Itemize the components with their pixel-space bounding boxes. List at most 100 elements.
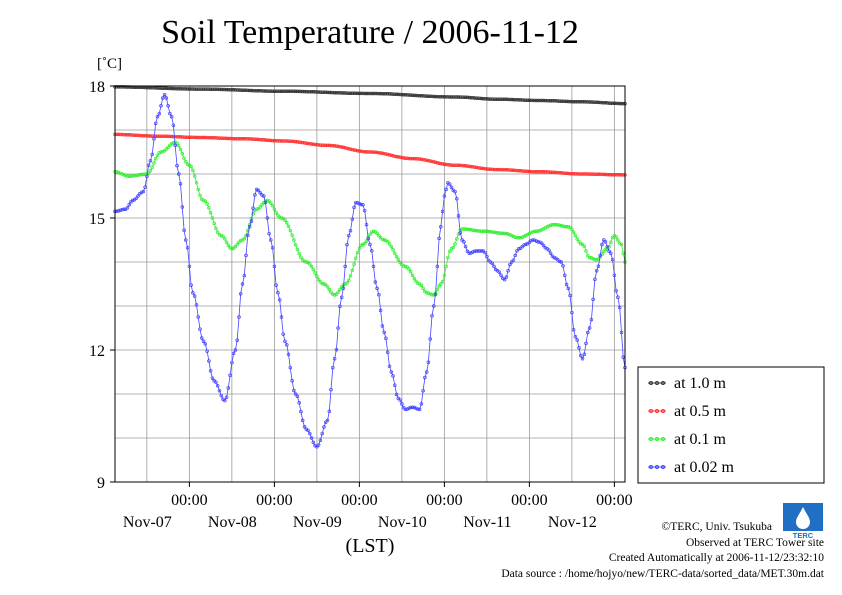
data-point bbox=[306, 428, 310, 433]
data-point bbox=[506, 269, 510, 273]
data-point bbox=[355, 91, 360, 96]
data-point bbox=[439, 225, 443, 229]
data-point bbox=[490, 167, 494, 172]
data-point bbox=[614, 235, 618, 239]
data-point bbox=[249, 88, 254, 93]
x-tick-date-label: Nov-10 bbox=[378, 514, 427, 531]
data-point bbox=[531, 230, 535, 234]
legend-swatch-dot bbox=[655, 409, 659, 413]
data-point bbox=[598, 100, 602, 105]
data-point bbox=[380, 151, 385, 156]
data-point bbox=[522, 169, 526, 173]
data-point bbox=[421, 157, 425, 162]
data-point bbox=[617, 305, 622, 310]
data-point bbox=[364, 150, 369, 154]
data-point bbox=[364, 91, 369, 96]
data-point bbox=[493, 97, 498, 101]
data-point bbox=[171, 123, 176, 127]
data-point bbox=[563, 273, 567, 277]
data-point bbox=[196, 87, 200, 91]
legend-label: at 0.5 m bbox=[674, 403, 727, 420]
data-point bbox=[219, 136, 224, 140]
data-point bbox=[130, 174, 135, 178]
data-point bbox=[619, 330, 624, 335]
data-point bbox=[554, 99, 558, 103]
series-line bbox=[115, 86, 625, 104]
data-point bbox=[400, 155, 404, 160]
data-point bbox=[254, 137, 259, 142]
data-point bbox=[334, 292, 339, 297]
data-point bbox=[157, 151, 162, 155]
legend: at 1.0 m at 0.5 m at 0.1 m at 0.02 m bbox=[637, 366, 825, 484]
data-point bbox=[430, 292, 434, 297]
data-point bbox=[428, 159, 432, 163]
data-point bbox=[396, 92, 401, 97]
data-point bbox=[561, 99, 565, 104]
data-point bbox=[577, 346, 581, 350]
data-point bbox=[194, 303, 199, 307]
data-point bbox=[352, 262, 356, 266]
data-point bbox=[451, 163, 455, 167]
data-point bbox=[476, 96, 480, 100]
data-point bbox=[230, 247, 234, 251]
data-point bbox=[525, 98, 530, 103]
data-point bbox=[455, 237, 459, 241]
data-point bbox=[571, 230, 576, 234]
data-point bbox=[515, 98, 519, 102]
data-point bbox=[391, 248, 395, 252]
data-point bbox=[359, 149, 363, 154]
data-point bbox=[462, 163, 466, 168]
data-point bbox=[315, 143, 319, 147]
data-point bbox=[159, 86, 163, 90]
data-point bbox=[313, 142, 317, 147]
data-point bbox=[251, 211, 255, 216]
data-point bbox=[214, 380, 218, 384]
data-point bbox=[435, 264, 440, 269]
data-point bbox=[568, 293, 572, 298]
data-point bbox=[242, 273, 247, 278]
legend-swatch-dot bbox=[649, 381, 653, 385]
data-point bbox=[566, 225, 571, 229]
data-point bbox=[609, 251, 613, 255]
data-point bbox=[371, 229, 376, 233]
data-point bbox=[617, 173, 622, 177]
data-point bbox=[582, 100, 587, 104]
data-point bbox=[566, 99, 571, 104]
data-point bbox=[605, 101, 610, 105]
data-point bbox=[332, 357, 337, 361]
data-point bbox=[311, 142, 316, 147]
data-point bbox=[187, 87, 192, 91]
data-point bbox=[161, 86, 165, 90]
data-point bbox=[391, 153, 395, 158]
data-point bbox=[447, 182, 452, 186]
data-point bbox=[485, 229, 489, 234]
data-point bbox=[348, 91, 353, 95]
data-point bbox=[373, 280, 378, 284]
data-point bbox=[416, 157, 420, 161]
source-text: Data source : /home/hojyo/new/TERC-data/… bbox=[501, 567, 824, 580]
data-point bbox=[184, 238, 188, 242]
data-point bbox=[371, 91, 376, 96]
data-point bbox=[270, 89, 275, 93]
data-point bbox=[258, 205, 262, 209]
data-point bbox=[129, 133, 133, 137]
data-point bbox=[593, 172, 597, 176]
data-point bbox=[272, 138, 277, 143]
data-point bbox=[233, 136, 238, 141]
data-point bbox=[433, 94, 438, 99]
data-point bbox=[297, 401, 301, 405]
data-point bbox=[345, 281, 349, 285]
data-point bbox=[141, 172, 146, 176]
data-point bbox=[332, 144, 337, 148]
data-point bbox=[150, 152, 154, 157]
data-point bbox=[393, 251, 397, 255]
data-point bbox=[536, 170, 540, 174]
data-point bbox=[233, 348, 238, 352]
data-point bbox=[435, 94, 440, 99]
data-point bbox=[483, 166, 487, 171]
data-point bbox=[339, 145, 344, 149]
data-point bbox=[586, 330, 590, 335]
data-point bbox=[456, 214, 461, 218]
data-point bbox=[309, 142, 314, 146]
data-point bbox=[327, 287, 332, 292]
